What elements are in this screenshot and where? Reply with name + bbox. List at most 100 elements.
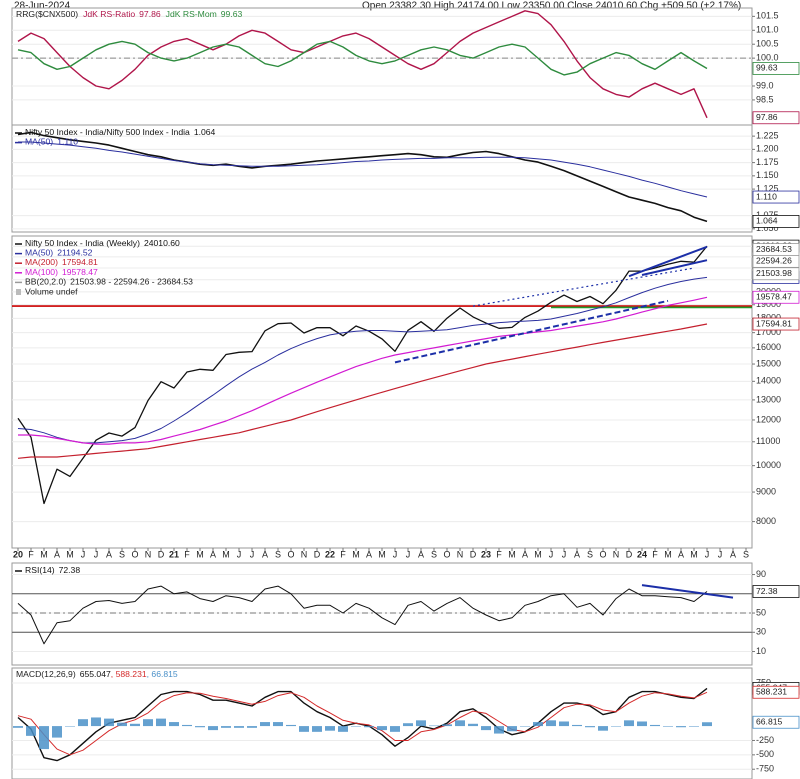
- trend-line: [394, 299, 669, 364]
- x-tick-label: A: [730, 549, 736, 559]
- y-tick-label: 1.225: [756, 130, 779, 140]
- x-tick-label: A: [366, 549, 372, 559]
- panel-frame: [11, 124, 753, 233]
- series-line: [17, 131, 708, 223]
- histogram-bar: [247, 726, 257, 728]
- y-tick-label: 1.075: [756, 210, 779, 220]
- legend-name: MA(200): [25, 257, 58, 267]
- histogram-bar: [650, 724, 660, 727]
- value-badge: [752, 290, 800, 304]
- legend-value: 97.86: [139, 9, 161, 19]
- series-line: [17, 323, 708, 459]
- histogram-bar: [611, 726, 621, 727]
- series-line: [17, 276, 708, 444]
- legend-separator: ,: [111, 669, 116, 679]
- y-tick-label: 99.0: [756, 80, 774, 90]
- value-badge-label: 588.231: [756, 687, 787, 697]
- y-tick-label: 30: [756, 627, 766, 637]
- trend-line: [641, 259, 708, 276]
- y-tick-label: 101.0: [756, 25, 779, 35]
- value-badge-label: 17594.81: [756, 318, 792, 328]
- histogram-bar: [585, 726, 595, 728]
- histogram-bar: [78, 719, 88, 727]
- x-tick-label: J: [549, 549, 554, 559]
- x-tick-label: 23: [481, 549, 491, 559]
- legend-value: 588.231: [116, 669, 147, 679]
- x-tick-label: N: [145, 549, 152, 559]
- histogram-bar: [689, 726, 699, 727]
- x-tick-label: F: [652, 549, 658, 559]
- y-tick-label: 1.150: [756, 170, 779, 180]
- legend-value: 72.38: [59, 565, 81, 575]
- x-tick-label: N: [613, 549, 620, 559]
- legend-value: 655.047: [80, 669, 111, 679]
- trend-line: [641, 584, 734, 599]
- panel-frame: [11, 667, 753, 779]
- value-badge-label: 97.86: [756, 112, 778, 122]
- y-tick-label: 1.175: [756, 157, 779, 167]
- x-tick-label: A: [106, 549, 112, 559]
- histogram-bar: [52, 726, 62, 738]
- x-tick-label: J: [562, 549, 567, 559]
- histogram-bar: [559, 721, 569, 727]
- x-tick-label: D: [314, 549, 321, 559]
- x-tick-label: O: [131, 549, 138, 559]
- histogram-bar: [572, 724, 582, 727]
- x-tick-label: J: [718, 549, 723, 559]
- legend-name: JdK RS-Mom: [166, 9, 217, 19]
- legend: RRG($CNX500) JdK RS-Ratio 97.86 JdK RS-Mom 9…: [16, 9, 242, 19]
- legend-value: 66.815: [151, 669, 178, 679]
- legend-value: 99.63: [221, 9, 243, 19]
- histogram-bar: [13, 726, 23, 728]
- legend-entry: Volume undef: [25, 286, 78, 296]
- histogram-bar: [338, 726, 348, 732]
- legend-name: MA(50): [25, 248, 53, 258]
- x-tick-label: O: [599, 549, 606, 559]
- x-tick-label: D: [626, 549, 633, 559]
- x-tick-label: J: [250, 549, 255, 559]
- x-tick-label: 20: [13, 549, 23, 559]
- y-tick-label: 50: [756, 607, 766, 617]
- series-line: [17, 40, 708, 76]
- x-tick-label: D: [470, 549, 477, 559]
- x-tick-label: J: [237, 549, 242, 559]
- value-badge: [752, 317, 800, 331]
- histogram-bar: [325, 726, 335, 731]
- histogram-bar: [468, 723, 478, 727]
- histogram-bar: [676, 726, 686, 728]
- histogram-bar: [260, 722, 270, 727]
- histogram-bar: [130, 723, 140, 727]
- legend-value: 1.064: [194, 127, 216, 137]
- histogram-bar: [117, 722, 127, 727]
- histogram-bar: [169, 722, 179, 727]
- x-tick-label: A: [54, 549, 60, 559]
- x-tick-label: J: [406, 549, 411, 559]
- series-line: [18, 296, 708, 445]
- legend-separator: ,: [147, 669, 152, 679]
- x-tick-label: S: [119, 549, 125, 559]
- x-tick-label: N: [457, 549, 464, 559]
- legend-entry: MA(200) 17594.81: [25, 257, 98, 267]
- y-tick-label: 1.200: [756, 144, 779, 154]
- x-tick-label: J: [81, 549, 86, 559]
- series-line: [17, 691, 708, 756]
- legend-value: 19578.47: [62, 267, 98, 277]
- histogram-bar: [156, 718, 166, 727]
- value-badge: [752, 111, 800, 125]
- x-tick-label: A: [262, 549, 268, 559]
- x-tick-label: M: [352, 549, 360, 559]
- histogram-bar: [520, 726, 530, 727]
- y-tick-label: 101.5: [756, 11, 779, 21]
- legend-value: 23684.53: [157, 277, 193, 287]
- quote-line: Open 23382.30 High 24174.00 Low 23350.00…: [362, 1, 741, 12]
- y-tick-label: 90: [756, 569, 766, 579]
- legend-value: 17594.81: [62, 257, 98, 267]
- x-tick-label: O: [443, 549, 450, 559]
- x-tick-label: M: [508, 549, 516, 559]
- legend-entry: RSI(14) 72.38: [25, 565, 80, 575]
- histogram-bar: [299, 726, 309, 732]
- x-tick-label: M: [690, 549, 698, 559]
- y-tick-label: 1.125: [756, 183, 779, 193]
- trend-line: [472, 267, 695, 307]
